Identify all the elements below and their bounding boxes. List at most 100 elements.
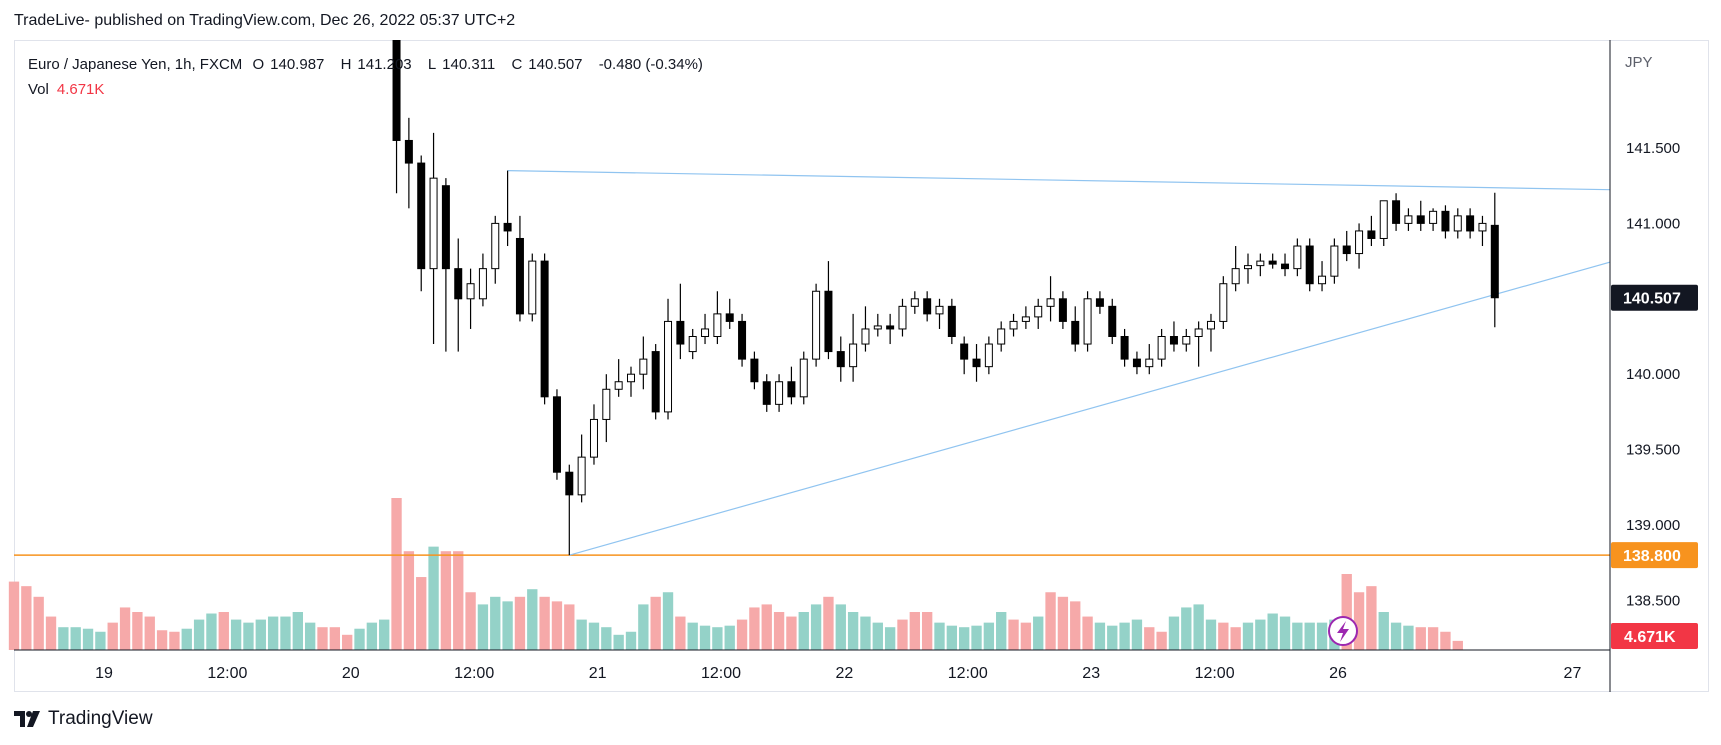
candle-body[interactable] xyxy=(1355,230,1364,255)
last-price-tag[interactable] xyxy=(1611,284,1698,311)
candle-body[interactable] xyxy=(1268,260,1277,265)
candle-body[interactable] xyxy=(812,290,821,360)
candle-body[interactable] xyxy=(997,328,1006,345)
candle-body[interactable] xyxy=(1034,305,1043,318)
candle-body[interactable] xyxy=(787,381,796,398)
currency-label: JPY xyxy=(1625,54,1653,71)
candle-body[interactable] xyxy=(1046,298,1055,307)
candle-body[interactable] xyxy=(1194,328,1203,337)
volume-tag[interactable] xyxy=(1611,623,1698,649)
candle-body[interactable] xyxy=(1441,210,1450,232)
candle-body[interactable] xyxy=(1392,200,1401,224)
candle-body[interactable] xyxy=(1342,245,1351,255)
candle-body[interactable] xyxy=(614,381,623,390)
candle-body[interactable] xyxy=(1244,265,1252,270)
candle-body[interactable] xyxy=(947,305,956,337)
candle-body[interactable] xyxy=(1281,263,1290,270)
candle-body[interactable] xyxy=(1478,222,1487,232)
candle-body[interactable] xyxy=(1305,245,1314,285)
candle-body[interactable] xyxy=(478,268,487,300)
candle-body[interactable] xyxy=(1429,210,1438,224)
candle-body[interactable] xyxy=(701,328,710,337)
candle-body[interactable] xyxy=(1095,298,1104,307)
candle-body[interactable] xyxy=(676,320,685,345)
candle-body[interactable] xyxy=(1404,215,1413,224)
candle-body[interactable] xyxy=(713,313,722,338)
candle-body[interactable] xyxy=(515,237,524,315)
candle-body[interactable] xyxy=(1157,336,1166,360)
candle-body[interactable] xyxy=(454,268,463,300)
candle-body[interactable] xyxy=(910,298,919,307)
candle-body[interactable] xyxy=(577,456,586,496)
candle-body[interactable] xyxy=(886,325,895,330)
candle-body[interactable] xyxy=(651,351,660,413)
support-price-tag[interactable] xyxy=(1611,542,1698,569)
candle-body[interactable] xyxy=(1009,320,1018,330)
candle-body[interactable] xyxy=(1293,245,1302,270)
candle-body[interactable] xyxy=(565,471,574,496)
candle-body[interactable] xyxy=(589,418,598,458)
candle-body[interactable] xyxy=(898,305,907,330)
upper-trendline[interactable] xyxy=(507,170,1721,197)
candle-body[interactable] xyxy=(1132,358,1141,368)
candle-body[interactable] xyxy=(799,358,808,398)
candle-body[interactable] xyxy=(602,388,611,420)
candle-body[interactable] xyxy=(775,381,784,405)
candle-body[interactable] xyxy=(1416,215,1425,224)
candle-body[interactable] xyxy=(984,343,993,368)
candle-body[interactable] xyxy=(404,139,413,164)
candle-body[interactable] xyxy=(1182,336,1191,345)
candle-body[interactable] xyxy=(417,162,426,270)
candle-body[interactable] xyxy=(639,358,648,375)
candle-body[interactable] xyxy=(1120,336,1129,360)
candle-body[interactable] xyxy=(1318,275,1327,285)
candle-body[interactable] xyxy=(503,222,512,232)
candle-body[interactable] xyxy=(1206,320,1215,330)
volume-bar xyxy=(1070,601,1081,650)
candle-body[interactable] xyxy=(960,343,969,360)
tradingview-logo[interactable]: TradingView xyxy=(14,708,153,730)
candle-body[interactable] xyxy=(392,27,401,141)
candle-body[interactable] xyxy=(552,396,561,473)
candle-body[interactable] xyxy=(738,320,747,360)
candle-body[interactable] xyxy=(1083,298,1092,345)
candle-body[interactable] xyxy=(1466,215,1475,232)
candle-body[interactable] xyxy=(627,373,635,383)
candle-body[interactable] xyxy=(1145,358,1154,368)
candle-body[interactable] xyxy=(1021,316,1030,322)
candle-body[interactable] xyxy=(466,283,475,300)
candle-body[interactable] xyxy=(861,328,870,345)
candle-body[interactable] xyxy=(824,290,833,353)
candle-body[interactable] xyxy=(836,351,845,368)
candle-body[interactable] xyxy=(1453,215,1462,232)
candle-body[interactable] xyxy=(491,222,500,270)
candle-body[interactable] xyxy=(849,343,858,368)
candle-body[interactable] xyxy=(1379,200,1388,239)
candle-body[interactable] xyxy=(873,325,882,330)
candle-body[interactable] xyxy=(1219,283,1228,322)
candle-body[interactable] xyxy=(1490,224,1499,299)
candle-body[interactable] xyxy=(1256,260,1265,267)
candle-body[interactable] xyxy=(1108,305,1117,337)
candle-body[interactable] xyxy=(1231,268,1240,285)
candle-body[interactable] xyxy=(688,336,697,353)
candle-body[interactable] xyxy=(1169,336,1178,345)
candle-body[interactable] xyxy=(762,381,771,405)
candle-body[interactable] xyxy=(540,260,549,398)
lower-trendline[interactable] xyxy=(569,156,1721,556)
candle-body[interactable] xyxy=(1330,245,1339,277)
candle-body[interactable] xyxy=(1071,320,1080,345)
candle-body[interactable] xyxy=(725,313,734,322)
candle-body[interactable] xyxy=(441,185,450,270)
symbol-name[interactable]: Euro / Japanese Yen, 1h, FXCM xyxy=(28,56,243,73)
candle-body[interactable] xyxy=(935,305,944,315)
candle-body[interactable] xyxy=(429,177,438,270)
candle-body[interactable] xyxy=(750,358,759,383)
candle-body[interactable] xyxy=(664,320,673,413)
candle-body[interactable] xyxy=(1367,230,1376,239)
candle-body[interactable] xyxy=(923,298,932,315)
candle-body[interactable] xyxy=(1058,298,1067,322)
candle-body[interactable] xyxy=(972,358,981,368)
candle-body[interactable] xyxy=(528,260,537,315)
